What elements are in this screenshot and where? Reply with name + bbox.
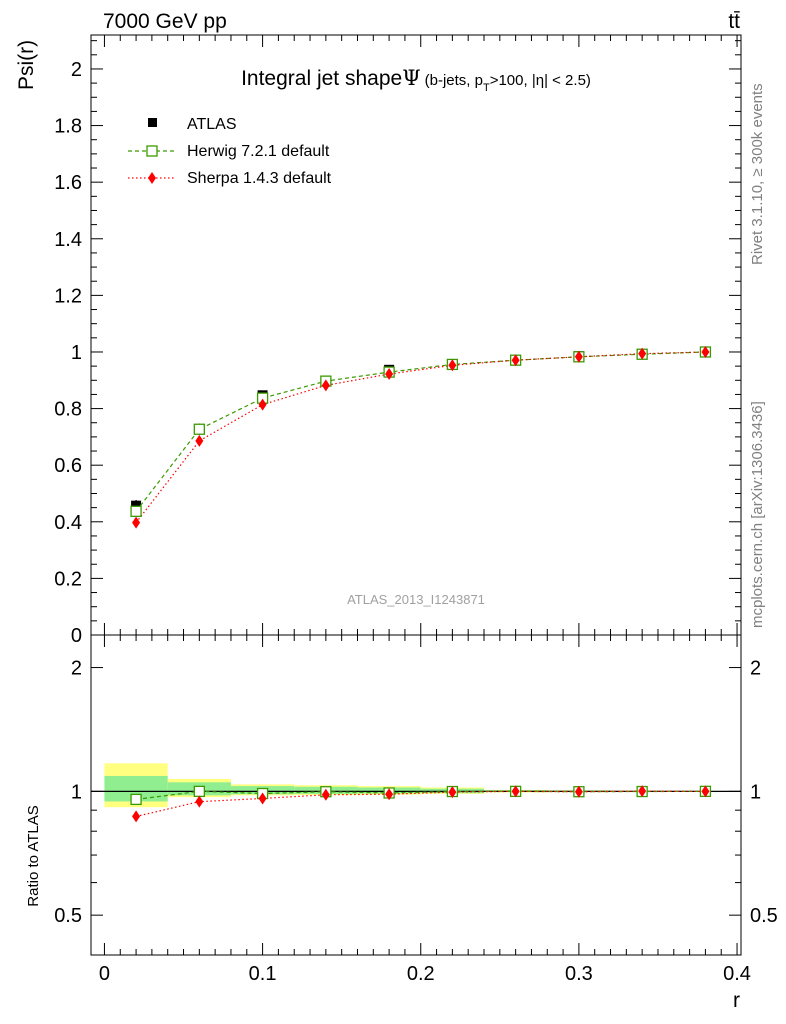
x-tick-label: 0 bbox=[99, 963, 110, 985]
rivet-label: Rivet 3.1.10, ≥ 300k events bbox=[749, 83, 766, 265]
mcplots-label: mcplots.cern.ch [arXiv:1306.3436] bbox=[749, 401, 766, 628]
atlas-point bbox=[131, 500, 142, 511]
legend-herwig-label: Herwig 7.2.1 default bbox=[187, 143, 330, 160]
process-label: tt̄ bbox=[728, 10, 740, 33]
ratio-sherpa-point bbox=[195, 795, 204, 808]
main-panel: 0 0.2 0.4 0.6 0.8 1 1.2 1.4 1.6 1.8 2 bbox=[54, 34, 742, 647]
herwig-point bbox=[130, 505, 142, 517]
ratio-y-tick-label-left: 0.5 bbox=[54, 905, 82, 927]
sherpa-point bbox=[195, 434, 204, 447]
ratio-sherpa-line bbox=[135, 790, 706, 818]
ratio-y-tick-label-left: 1 bbox=[71, 781, 82, 803]
chart-title-main: Integral jet shape bbox=[241, 67, 402, 90]
herwig-point bbox=[193, 423, 205, 435]
ratio-y-tick-label-right: 1 bbox=[750, 781, 761, 803]
analysis-watermark: ATLAS_2013_I1243871 bbox=[347, 592, 485, 607]
legend: ATLAS Herwig 7.2.1 default Sherpa 1.4.3 … bbox=[128, 116, 332, 187]
sherpa-point bbox=[448, 359, 457, 372]
ratio-sherpa-point bbox=[258, 792, 267, 805]
ratio-y-tick-label-left: 2 bbox=[71, 658, 82, 680]
ratio-sherpa-point bbox=[385, 788, 394, 801]
legend-sherpa-label: Sherpa 1.4.3 default bbox=[187, 170, 332, 187]
ratio-sherpa-point bbox=[574, 785, 583, 798]
legend-sherpa-marker bbox=[148, 172, 156, 184]
sherpa-point bbox=[511, 354, 520, 367]
main-y-tick-label: 1.4 bbox=[54, 229, 82, 251]
chart-subtitle-pre: (b-jets, p bbox=[425, 72, 483, 89]
ratio-y-tick-label-right: 2 bbox=[750, 658, 761, 680]
herwig-line bbox=[135, 351, 706, 512]
chart-subtitle-sub: T bbox=[483, 82, 490, 94]
ratio-sherpa-point bbox=[448, 786, 457, 799]
legend-herwig-marker bbox=[146, 145, 158, 157]
x-tick-label: 0.2 bbox=[407, 963, 435, 985]
ratio-sherpa-point bbox=[511, 785, 520, 798]
ratio-y-axis-title: Ratio to ATLAS bbox=[25, 805, 42, 906]
main-y-tick-label: 1.6 bbox=[54, 172, 82, 194]
sherpa-point bbox=[258, 398, 267, 411]
chart-title: Integral jet shapeΨ (b-jets, pT>100, |η| … bbox=[241, 66, 591, 94]
y-axis-title: Psi(r) bbox=[15, 40, 38, 90]
main-y-tick-label: 2 bbox=[71, 59, 82, 81]
sherpa-point bbox=[574, 350, 583, 363]
sherpa-point bbox=[638, 347, 647, 360]
ratio-herwig-point bbox=[193, 785, 205, 798]
sherpa-point bbox=[132, 516, 141, 529]
x-axis-title: r bbox=[733, 989, 740, 1012]
ratio-sherpa-point bbox=[321, 788, 330, 801]
ratio-herwig-point bbox=[130, 793, 142, 806]
ratio-sherpa-point bbox=[638, 785, 647, 798]
ratio-sherpa-point bbox=[701, 785, 710, 798]
main-y-tick-label: 0.6 bbox=[54, 455, 82, 477]
legend-atlas-label: ATLAS bbox=[187, 116, 237, 133]
main-y-tick-label: 1 bbox=[71, 342, 82, 364]
chart-title-psi: Ψ bbox=[402, 66, 420, 90]
x-tick-label: 0.1 bbox=[249, 963, 277, 985]
sherpa-point bbox=[385, 368, 394, 381]
ratio-panel: 0 0.1 0.2 0.3 0.4 0.5 0.5 1 1 2 2 bbox=[54, 634, 778, 985]
main-y-tick-label: 0.8 bbox=[54, 399, 82, 421]
main-y-tick-label: 1.2 bbox=[54, 285, 82, 307]
sherpa-point bbox=[701, 345, 710, 358]
sherpa-line bbox=[135, 351, 706, 524]
main-y-tick-label: 0.4 bbox=[54, 512, 82, 534]
x-tick-label: 0.3 bbox=[565, 963, 593, 985]
main-y-tick-label: 0.2 bbox=[54, 568, 82, 590]
chart-subtitle-post: >100, |η| < 2.5) bbox=[490, 72, 591, 89]
sherpa-point bbox=[321, 379, 330, 392]
ratio-frame bbox=[90, 634, 742, 956]
ratio-y-tick-label-right: 0.5 bbox=[750, 905, 778, 927]
main-y-tick-label: 1.8 bbox=[54, 116, 82, 138]
main-y-tick-label: 0 bbox=[71, 625, 82, 647]
x-tick-label: 0.4 bbox=[723, 963, 751, 985]
ratio-sherpa-point bbox=[132, 810, 141, 823]
energy-label: 7000 GeV pp bbox=[103, 10, 227, 33]
legend-atlas-marker bbox=[148, 118, 157, 127]
